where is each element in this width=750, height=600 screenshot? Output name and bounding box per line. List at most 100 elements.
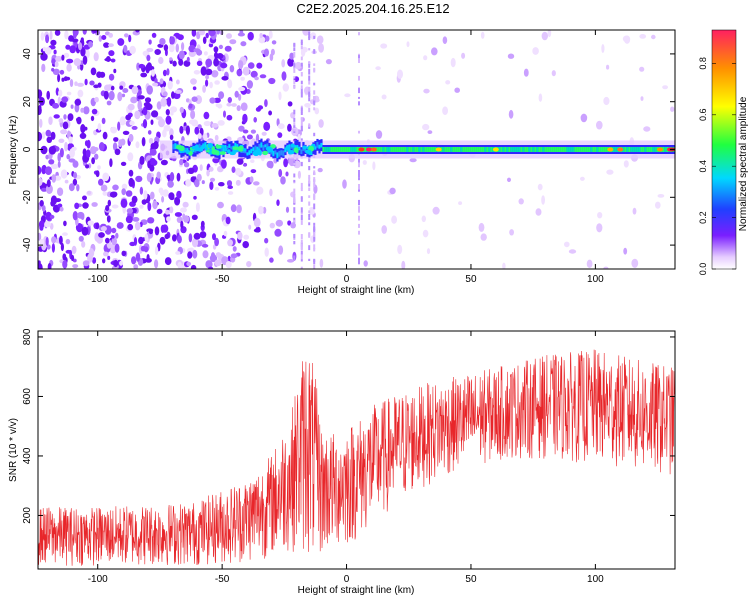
noise-blob xyxy=(535,208,542,216)
ridge-core xyxy=(528,147,531,152)
noise-blob xyxy=(72,178,78,186)
noise-blob xyxy=(580,113,588,123)
noise-blob xyxy=(51,236,57,244)
noise-blob xyxy=(150,159,158,166)
noise-blob xyxy=(508,109,514,119)
noise-blob xyxy=(242,129,249,134)
noise-blob xyxy=(65,44,71,50)
noise-blob xyxy=(205,74,210,80)
noise-blob xyxy=(215,103,219,107)
noise-blob xyxy=(256,186,264,195)
noise-blob xyxy=(65,76,71,81)
ridge-core xyxy=(416,147,419,152)
noise-blob xyxy=(133,264,139,269)
ridge-core xyxy=(560,147,563,152)
noise-blob xyxy=(255,107,261,112)
noise-blob xyxy=(146,47,154,53)
noise-streak xyxy=(300,243,303,250)
spectrogram-x-tick-label: 0 xyxy=(344,274,350,285)
noise-blob xyxy=(152,82,159,87)
noise-blob xyxy=(71,245,77,254)
ridge-core xyxy=(278,150,281,157)
noise-streak xyxy=(308,177,311,184)
noise-streak xyxy=(313,132,316,137)
noise-blob xyxy=(518,198,524,205)
noise-blob xyxy=(271,40,277,45)
noise-blob xyxy=(176,190,182,199)
noise-blob xyxy=(127,152,134,162)
ridge-core xyxy=(542,147,545,152)
ridge-hotspot xyxy=(435,147,442,152)
ridge-core xyxy=(612,147,615,152)
noise-blob xyxy=(193,195,197,200)
noise-blob xyxy=(461,52,466,59)
noise-blob xyxy=(266,160,274,169)
noise-streak xyxy=(293,52,296,58)
noise-streak xyxy=(313,231,316,237)
ridge-core xyxy=(352,147,355,152)
noise-blob xyxy=(640,96,644,101)
noise-blob xyxy=(238,125,245,132)
noise-blob xyxy=(287,123,292,132)
ridge-blob xyxy=(215,145,222,149)
noise-blob xyxy=(276,199,280,206)
noise-blob xyxy=(204,51,208,56)
noise-blob xyxy=(192,249,198,259)
noise-streak xyxy=(300,92,303,98)
noise-blob xyxy=(140,72,148,78)
noise-blob xyxy=(421,215,426,223)
noise-blob xyxy=(172,234,177,242)
noise-blob xyxy=(41,131,46,139)
spectrogram-x-tick-label: 100 xyxy=(587,274,604,285)
ridge-core xyxy=(626,147,629,152)
noise-blob xyxy=(88,41,93,48)
noise-blob xyxy=(121,250,127,257)
noise-blob xyxy=(63,52,70,58)
noise-streak xyxy=(293,122,296,128)
noise-blob xyxy=(214,187,220,191)
noise-blob xyxy=(114,243,120,253)
noise-streak xyxy=(293,109,296,115)
noise-streak xyxy=(313,179,316,185)
noise-blob xyxy=(278,91,282,101)
noise-blob xyxy=(110,85,115,91)
noise-streak xyxy=(313,100,316,104)
ridge-hotspot xyxy=(607,147,614,152)
ridge-blob xyxy=(216,150,220,156)
snr-y-label: SNR (10 * v/v) xyxy=(8,418,19,482)
noise-blob xyxy=(239,30,244,35)
noise-blob xyxy=(54,61,59,68)
ridge-core xyxy=(304,147,307,152)
ridge-blob xyxy=(267,147,272,153)
noise-blob xyxy=(162,129,167,138)
noise-streak xyxy=(300,85,303,90)
noise-streak xyxy=(358,260,360,265)
noise-blob xyxy=(150,191,155,200)
noise-blob xyxy=(115,232,119,239)
noise-blob xyxy=(216,30,220,35)
noise-blob xyxy=(66,154,71,160)
noise-blob xyxy=(205,260,213,269)
ridge-core xyxy=(576,147,579,152)
ridge-core xyxy=(556,147,559,152)
noise-blob xyxy=(78,235,84,242)
noise-blob xyxy=(66,63,72,72)
noise-blob xyxy=(214,237,220,247)
ridge-core xyxy=(624,147,627,152)
noise-blob xyxy=(422,229,429,238)
noise-blob xyxy=(226,33,232,39)
noise-blob xyxy=(90,67,97,76)
noise-blob xyxy=(61,96,69,103)
noise-blob xyxy=(84,140,89,147)
ridge-core xyxy=(512,147,515,152)
noise-blob xyxy=(200,66,207,76)
ridge-core xyxy=(582,147,585,152)
noise-streak xyxy=(308,217,311,220)
ridge-core xyxy=(632,147,635,152)
noise-streak xyxy=(358,247,360,251)
noise-blob xyxy=(159,38,166,45)
ridge-core xyxy=(628,147,631,152)
noise-blob xyxy=(655,201,661,209)
noise-streak xyxy=(308,187,311,191)
colorbar-gradient xyxy=(711,29,737,270)
